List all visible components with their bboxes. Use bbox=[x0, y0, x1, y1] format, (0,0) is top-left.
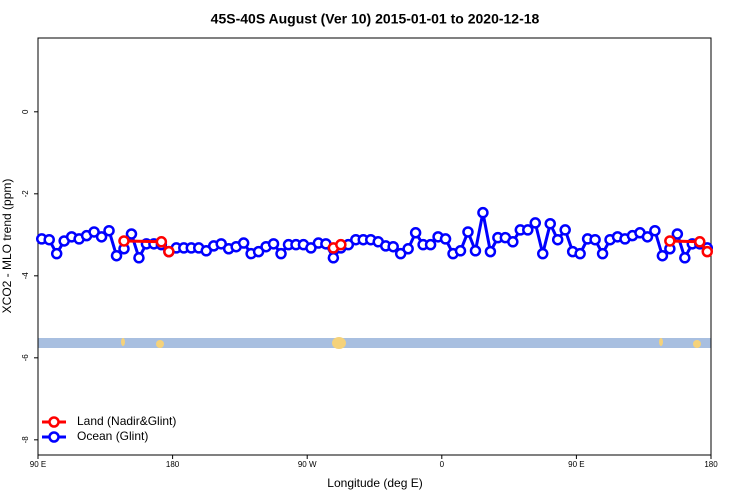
x-tick-label: 180 bbox=[704, 460, 718, 469]
x-tick-label: 180 bbox=[166, 460, 180, 469]
point bbox=[701, 245, 714, 258]
point bbox=[327, 252, 340, 264]
legend-label: Land (Nadir&Glint) bbox=[77, 414, 176, 428]
y-tick-label: -4 bbox=[21, 272, 30, 280]
point bbox=[477, 206, 489, 219]
point bbox=[43, 233, 55, 246]
point bbox=[118, 235, 130, 247]
point bbox=[267, 238, 280, 250]
point bbox=[694, 236, 706, 248]
y-tick-label: -2 bbox=[21, 190, 30, 198]
point bbox=[50, 247, 63, 260]
point bbox=[529, 217, 542, 229]
y-tick-label: -8 bbox=[21, 436, 30, 444]
land-patch bbox=[332, 337, 346, 349]
point bbox=[462, 226, 474, 238]
point bbox=[305, 242, 317, 254]
x-tick-label: 90 W bbox=[298, 460, 317, 469]
surface-strip bbox=[38, 338, 711, 348]
point bbox=[537, 247, 549, 260]
land-patch bbox=[693, 340, 701, 348]
y-tick-label: 0 bbox=[21, 109, 30, 114]
point bbox=[133, 252, 145, 264]
point bbox=[409, 227, 422, 239]
point bbox=[649, 224, 661, 237]
point bbox=[215, 238, 227, 250]
point bbox=[110, 249, 123, 262]
point bbox=[155, 236, 168, 248]
point bbox=[522, 224, 534, 236]
point bbox=[544, 217, 556, 230]
legend-label: Ocean (Glint) bbox=[77, 429, 148, 443]
point bbox=[95, 231, 108, 243]
point bbox=[469, 245, 482, 257]
x-tick-label: 90 E bbox=[568, 460, 584, 469]
chart-title: 45S-40S August (Ver 10) 2015-01-01 to 20… bbox=[211, 11, 540, 27]
point bbox=[664, 235, 676, 247]
point bbox=[252, 245, 265, 258]
x-axis-label: Longitude (deg E) bbox=[327, 476, 422, 490]
point bbox=[439, 233, 452, 245]
point bbox=[507, 236, 519, 248]
point bbox=[454, 245, 467, 257]
point bbox=[103, 224, 115, 237]
land-patch bbox=[156, 340, 164, 348]
legend-marker bbox=[48, 416, 60, 428]
point bbox=[402, 243, 414, 255]
land-patch bbox=[121, 338, 125, 346]
point bbox=[200, 245, 212, 257]
point bbox=[679, 252, 691, 264]
point bbox=[559, 224, 571, 236]
land-patch bbox=[659, 338, 663, 346]
point bbox=[88, 226, 100, 238]
point bbox=[551, 233, 564, 246]
point bbox=[424, 238, 437, 251]
point bbox=[163, 245, 175, 258]
point bbox=[275, 247, 287, 260]
point bbox=[671, 228, 684, 240]
point bbox=[335, 238, 347, 251]
point bbox=[596, 247, 609, 260]
point bbox=[394, 247, 407, 260]
x-tick-label: 0 bbox=[440, 460, 445, 469]
y-axis-label: XCO2 - MLO trend (ppm) bbox=[0, 179, 14, 314]
point bbox=[641, 231, 654, 243]
y-tick-label: -6 bbox=[21, 354, 30, 362]
x-tick-label: 90 E bbox=[30, 460, 46, 469]
plot-layer bbox=[38, 337, 711, 349]
point bbox=[574, 247, 586, 260]
point bbox=[387, 240, 399, 253]
point bbox=[656, 249, 669, 262]
point bbox=[125, 228, 138, 240]
point bbox=[484, 245, 497, 258]
legend-marker bbox=[48, 431, 60, 443]
point bbox=[237, 237, 250, 249]
point bbox=[589, 233, 601, 246]
